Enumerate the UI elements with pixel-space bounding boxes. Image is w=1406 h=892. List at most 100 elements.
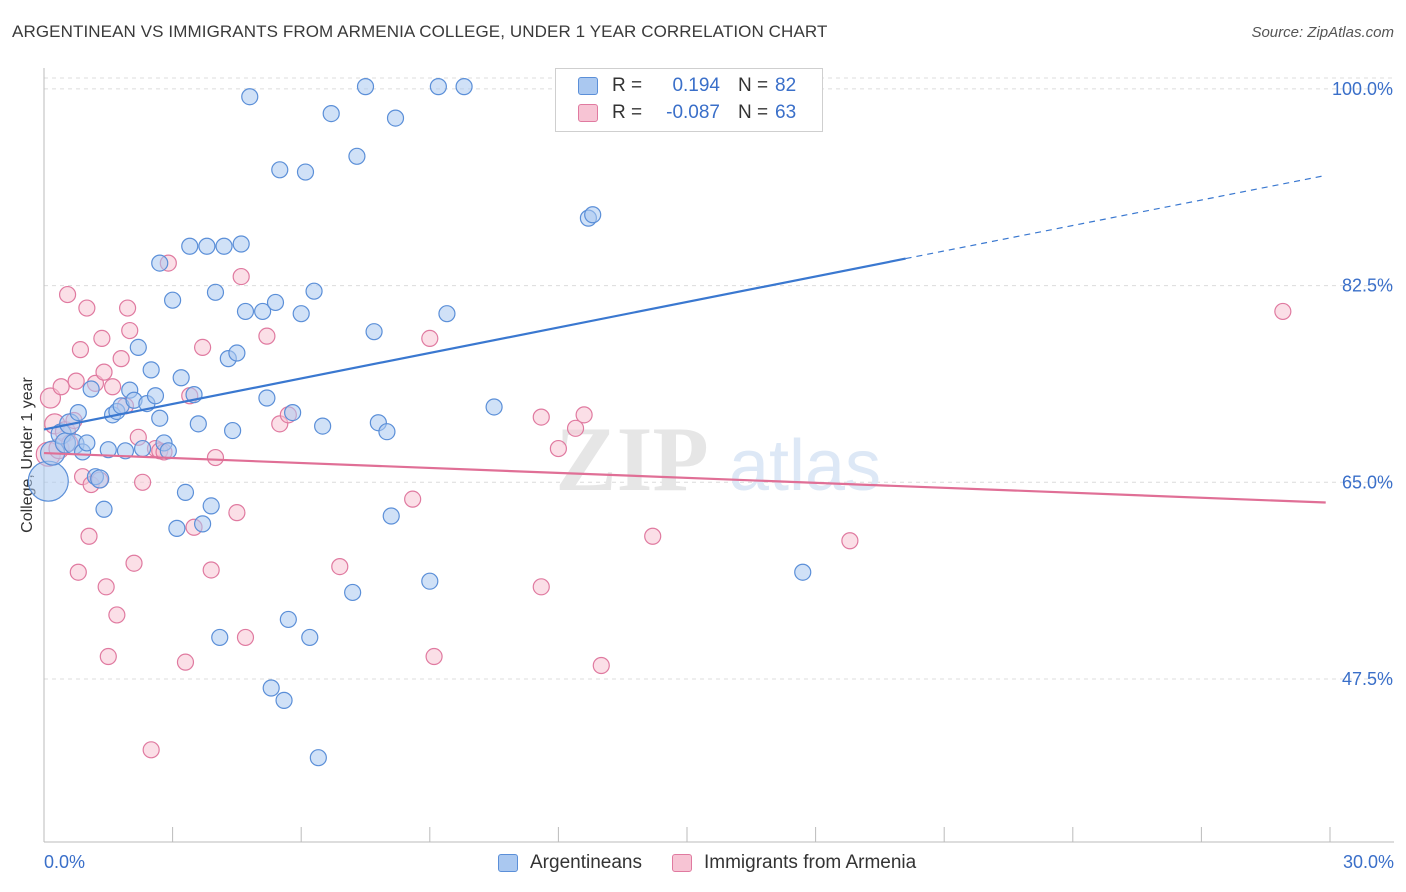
argentinean-point — [69, 403, 87, 422]
watermark-atlas: atlas — [729, 426, 881, 506]
legend-r-value: -0.087 — [666, 102, 720, 123]
x-tick-label-max: 30.0% — [1342, 852, 1394, 872]
legend-n-value: 82 — [775, 75, 797, 96]
armenia-point — [125, 554, 143, 572]
argentinean-point — [151, 409, 169, 427]
armenia-trend-line — [43, 451, 1326, 504]
argentinean-point — [279, 610, 297, 629]
argentinean-point — [455, 78, 473, 96]
argentinean-point — [215, 237, 233, 255]
y-tick-label: 82.5% — [1342, 276, 1393, 296]
armenia-point — [108, 606, 126, 624]
argentinean-point — [232, 235, 250, 253]
argentinean-point — [224, 421, 242, 440]
argentinean-point — [176, 483, 195, 502]
armenia-point — [592, 656, 610, 675]
armenia-point — [67, 372, 85, 390]
armenia-point — [425, 647, 443, 666]
armenia-point — [1274, 302, 1292, 321]
argentinean-point — [95, 500, 113, 518]
x-tick-label-min: 0.0% — [44, 852, 86, 872]
argentinean-point — [82, 380, 100, 398]
argentinean-point — [27, 460, 69, 502]
legend-r-label: R = — [612, 75, 643, 96]
armenia-point — [95, 363, 113, 381]
legend-swatch-pink — [578, 104, 598, 122]
argentinean-point — [378, 423, 396, 441]
armenia-point — [118, 299, 137, 317]
argentinean-point — [356, 78, 375, 96]
armenia-point — [206, 448, 225, 467]
armenia-point — [80, 527, 98, 545]
argentinean-point — [314, 417, 332, 435]
armenia-point — [644, 527, 662, 545]
argentinean-point — [485, 398, 503, 416]
legend-r-label: R = — [612, 102, 643, 123]
argentinean-point — [438, 305, 456, 323]
legend-item-label: Immigrants from Armenia — [703, 852, 917, 873]
argentinean-point — [181, 237, 199, 255]
argentinean-point — [344, 583, 362, 602]
argentinean-point — [99, 441, 117, 459]
legend-n-label: N = — [738, 75, 769, 96]
argentinean-point — [133, 439, 152, 458]
armenia-point — [103, 378, 122, 396]
argentinean-point — [142, 361, 160, 379]
legend-item-armenia: Immigrants from Armenia — [671, 852, 917, 874]
legend-row-armenia: R = -0.087 N = 63 — [578, 101, 796, 125]
armenia-point — [841, 532, 859, 550]
argentinean-point — [236, 302, 255, 321]
armenia-point — [566, 419, 585, 437]
argentinean-point — [159, 442, 177, 460]
armenia-point — [142, 741, 160, 759]
chart-title: ARGENTINEAN VS IMMIGRANTS FROM ARMENIA C… — [12, 22, 828, 41]
legend-swatch-blue — [578, 77, 598, 95]
argentinean-point — [164, 291, 182, 309]
armenia-point — [121, 321, 139, 340]
trend-lines — [43, 174, 1326, 504]
argentinean-point — [271, 161, 289, 179]
armenia-point — [78, 299, 96, 317]
argentinean-point — [348, 147, 366, 165]
armenia-point — [97, 578, 115, 596]
argentinean-point — [305, 282, 323, 300]
armenia-point — [71, 341, 90, 359]
armenia-point — [228, 504, 246, 522]
armenia-point — [69, 563, 87, 581]
argentinean-point — [116, 442, 135, 460]
armenia-point — [133, 473, 152, 491]
argentinean-point — [322, 104, 340, 123]
argentinean-point — [146, 387, 165, 405]
argentinean-point — [189, 415, 207, 433]
armenia-point — [236, 628, 255, 647]
argentinean-point — [429, 78, 447, 96]
argentinean-point — [78, 434, 96, 452]
armenia-point — [421, 329, 439, 348]
source-label: Source: ZipAtlas.com — [1251, 24, 1394, 41]
argentinean-point — [382, 507, 400, 525]
armenia-point — [52, 378, 70, 396]
legend-swatch-blue — [498, 854, 518, 872]
armenia-point — [404, 490, 422, 508]
argentinean-point — [211, 628, 229, 647]
argentinean-point — [202, 497, 220, 515]
argentinean-point — [584, 206, 602, 224]
legend-swatch-pink — [671, 854, 692, 872]
argentinean-point — [254, 302, 272, 321]
armenia-point — [176, 653, 195, 671]
y-tick-label: 47.5% — [1342, 669, 1393, 689]
argentinean-point — [296, 163, 315, 181]
argentinean-point — [172, 369, 190, 387]
watermark: ZIP atlas — [555, 408, 881, 510]
legend-item-argentineans: Argentineans — [498, 852, 642, 874]
argentinean-point — [258, 389, 276, 407]
armenia-point — [99, 647, 117, 666]
argentinean-point — [301, 628, 319, 647]
argentinean-point — [262, 679, 280, 697]
argentinean-point — [266, 293, 285, 312]
argentinean-point — [794, 563, 812, 581]
legend-row-argentineans: R = 0.194 N = 82 — [578, 74, 796, 98]
armenia-point — [549, 439, 568, 458]
argentinean-point — [386, 109, 405, 127]
